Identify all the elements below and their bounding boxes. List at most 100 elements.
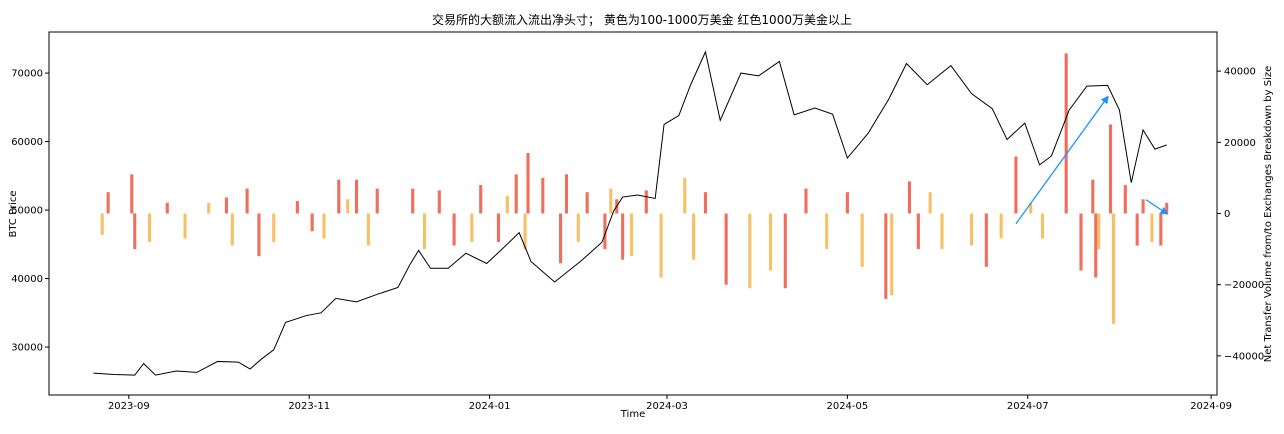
bar-mid <box>860 213 864 267</box>
bar-mid <box>147 213 152 242</box>
volume-bars <box>100 53 1169 324</box>
bar-mid <box>890 213 894 296</box>
bar-mid <box>576 213 580 242</box>
bar-large <box>224 197 228 214</box>
bar-mid <box>1097 213 1101 250</box>
bar-large <box>916 213 920 250</box>
bar-large <box>1141 199 1145 214</box>
x-tick-label: 2024-07 <box>1007 401 1049 412</box>
price-line <box>93 50 1167 376</box>
bar-mid <box>272 213 276 242</box>
y-right-tick-label: −40000 <box>1224 351 1264 362</box>
bar-large <box>603 213 607 250</box>
y-right-tick-label: 40000 <box>1224 67 1256 78</box>
bar-large <box>245 188 249 214</box>
bar-mid <box>346 199 350 214</box>
bar-mid <box>970 213 974 246</box>
bar-large <box>133 213 137 250</box>
annotation-arrows <box>1015 95 1169 225</box>
y-right-tick-label: 0 <box>1224 209 1230 220</box>
bar-large <box>452 213 456 246</box>
y-axis-left: 30000 40000 50000 60000 70000 <box>11 69 49 354</box>
bar-large <box>984 213 988 267</box>
bar-large <box>526 153 530 214</box>
bar-large <box>310 213 314 232</box>
bar-mid <box>748 213 752 289</box>
bar-large <box>703 192 707 214</box>
bar-mid <box>1029 202 1033 214</box>
bar-large <box>621 213 625 260</box>
bar-large <box>541 177 545 214</box>
bar-mid <box>366 213 370 246</box>
y-left-tick-label: 70000 <box>11 69 43 80</box>
bar-mid <box>322 213 326 239</box>
y-left-tick-label: 60000 <box>11 137 43 148</box>
bar-mid <box>100 213 104 235</box>
bar-mid <box>609 188 613 214</box>
bar-large <box>1091 179 1095 214</box>
y-axis-right-label: Net Transfer Volume from/to Exchanges Br… <box>1263 66 1274 363</box>
bar-large <box>375 188 379 214</box>
x-tick-label: 2024-05 <box>826 401 868 412</box>
bar-mid <box>692 213 696 260</box>
bar-large <box>564 174 569 214</box>
x-tick-label: 2024-03 <box>646 401 688 412</box>
y-left-tick-label: 40000 <box>11 274 43 285</box>
x-tick-label: 2023-09 <box>108 401 150 412</box>
bar-large <box>1135 213 1139 246</box>
y-axis-left-label: BTC Price <box>8 191 19 238</box>
y-left-tick-label: 50000 <box>11 206 43 217</box>
x-axis: 2023-09 2023-11 2024-01 2024-03 2024-05 2024-… <box>108 395 1232 412</box>
bar-large <box>165 202 169 214</box>
bar-large <box>907 181 912 214</box>
bar-large <box>354 179 359 214</box>
bar-large <box>514 174 518 214</box>
bar-large <box>783 213 787 289</box>
bar-large <box>1159 213 1163 246</box>
x-axis-label: Time <box>620 409 645 420</box>
bar-mid <box>1111 213 1116 324</box>
bar-large <box>804 188 808 214</box>
bar-large <box>479 185 483 214</box>
chart-title: 交易所的大额流入流出净头寸； 黄色为100-1000万美金 红色1000万美金以… <box>432 12 852 27</box>
bar-large <box>644 190 648 214</box>
bar-large <box>295 201 299 214</box>
bar-large <box>337 179 341 214</box>
bar-mid <box>999 213 1003 239</box>
y-axis-right: −40000 −20000 0 20000 40000 <box>1217 67 1264 362</box>
bar-mid <box>629 213 634 257</box>
bar-mid <box>683 177 687 214</box>
bar-large <box>845 192 849 214</box>
bar-mid <box>505 195 509 214</box>
x-tick-label: 2024-09 <box>1190 401 1232 412</box>
bar-large <box>1165 202 1169 214</box>
bar-large <box>130 174 134 214</box>
bar-mid <box>1040 213 1045 239</box>
bar-large <box>724 213 728 285</box>
y-right-tick-label: 20000 <box>1224 138 1256 149</box>
bar-large <box>106 192 110 214</box>
price-line-layer <box>93 50 1167 376</box>
bar-large <box>257 213 261 257</box>
bar-large <box>1123 185 1127 214</box>
bar-large <box>437 190 441 214</box>
bar-mid <box>659 213 663 278</box>
bar-mid <box>940 213 944 250</box>
bar-mid <box>230 213 234 246</box>
bar-large <box>884 213 888 299</box>
bar-large <box>1079 213 1083 271</box>
bar-large <box>559 213 563 264</box>
bar-mid <box>183 213 187 239</box>
bar-mid <box>1150 213 1154 242</box>
y-right-tick-label: −20000 <box>1224 280 1264 291</box>
bar-mid <box>470 213 474 242</box>
trend-arrow-up <box>1015 95 1109 225</box>
x-tick-label: 2023-11 <box>288 401 330 412</box>
bar-mid <box>207 202 211 214</box>
bar-mid <box>825 213 829 250</box>
bar-large <box>411 188 415 214</box>
bar-large <box>1109 124 1113 214</box>
bar-large <box>496 213 501 242</box>
